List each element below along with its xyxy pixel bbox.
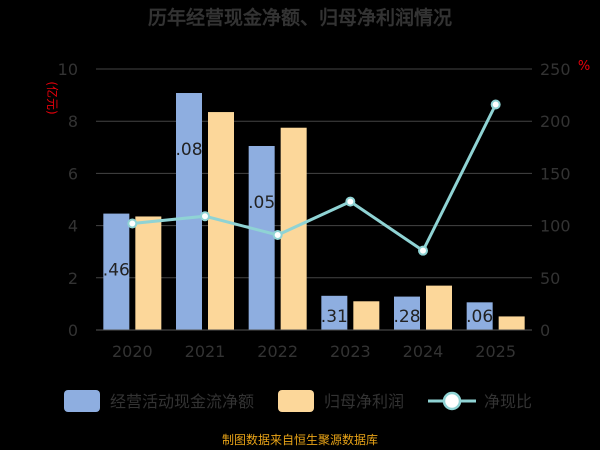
- left-tick-label: 2: [68, 269, 78, 288]
- bar-2025-1: [498, 316, 525, 330]
- chart-title: 历年经营现金净额、归母净利润情况: [148, 6, 452, 29]
- bar-2023-1: [353, 301, 380, 330]
- ratio-point: [127, 218, 138, 229]
- bar-value-label: .46: [103, 261, 130, 281]
- bar-2024-1: [426, 285, 452, 330]
- right-tick-label: 100: [540, 217, 571, 236]
- bar-2022-0: [248, 145, 275, 330]
- legend-label: 归母净利润: [324, 392, 404, 411]
- x-tick-label: 2024: [403, 342, 444, 361]
- ratio-point: [200, 211, 210, 222]
- right-tick-label: 200: [540, 112, 571, 131]
- legend-swatch: [278, 390, 314, 412]
- legend-marker: [442, 391, 462, 411]
- x-tick-label: 2022: [257, 342, 298, 361]
- bar-2020-0: [103, 213, 130, 330]
- source-note: 制图数据来自恒生聚源数据库: [222, 432, 378, 447]
- bar-2025-0: [466, 302, 493, 330]
- left-tick-label: 10: [58, 60, 78, 79]
- bar-2023-0: [321, 295, 348, 330]
- bars: [103, 93, 525, 331]
- left-tick-label: 0: [68, 321, 78, 340]
- x-tick-label: 2025: [475, 342, 516, 361]
- bar-value-label: .05: [248, 193, 275, 213]
- bar-value-label: .06: [466, 307, 493, 327]
- bar-2020-1: [135, 216, 162, 330]
- left-tick-label: 8: [68, 112, 78, 131]
- left-axis-ticks: 0 2 4 6 8 10: [58, 60, 78, 340]
- legend: 经营活动现金流净额 归母净利润 净现比: [64, 390, 532, 412]
- left-tick-label: 4: [68, 217, 78, 236]
- ratio-line: [127, 99, 501, 256]
- ratio-point: [345, 196, 356, 207]
- x-tick-label: 2021: [185, 342, 226, 361]
- right-tick-label: 150: [540, 164, 571, 183]
- ratio-point: [272, 229, 283, 240]
- right-tick-label: 0: [540, 321, 550, 340]
- left-tick-label: 6: [68, 164, 78, 183]
- legend-label: 净现比: [484, 392, 532, 411]
- x-axis-ticks: 2020 2021 2022 2023 2024 2025: [96, 329, 532, 361]
- legend-swatch: [64, 390, 100, 412]
- bar-value-labels: .46 .08 .05 .31 .28 .06: [103, 140, 493, 327]
- ratio-line-path: [132, 103, 498, 253]
- right-tick-label: 250: [540, 60, 571, 79]
- grid-lines: [96, 68, 532, 331]
- ratio-point: [490, 99, 501, 110]
- ratio-point: [418, 245, 428, 256]
- left-axis-unit: (亿元): [45, 81, 60, 114]
- right-tick-label: 50: [540, 269, 560, 288]
- bar-value-label: .08: [175, 140, 202, 160]
- x-tick-label: 2020: [112, 342, 153, 361]
- x-tick-label: 2023: [330, 342, 371, 361]
- bar-value-label: .28: [393, 307, 420, 327]
- legend-label: 经营活动现金流净额: [110, 392, 254, 411]
- bar-value-label: .31: [321, 307, 348, 327]
- right-axis-unit: %: [578, 59, 590, 74]
- bar-2021-0: [176, 93, 202, 331]
- right-axis-ticks: 0 50 100 150 200 250: [540, 60, 571, 340]
- bar-2024-0: [394, 296, 420, 330]
